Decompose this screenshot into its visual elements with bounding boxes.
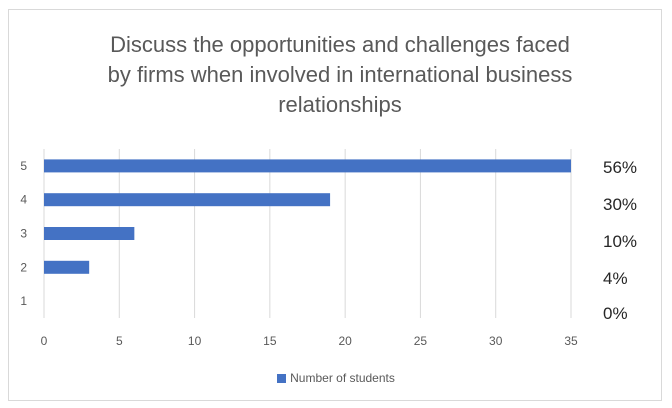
- x-tick-label: 25: [414, 334, 428, 348]
- percent-label: 56%: [603, 158, 638, 177]
- bar: [44, 193, 331, 207]
- chart-title-line: relationships: [278, 92, 402, 117]
- chart-title-line: Discuss the opportunities and challenges…: [110, 32, 570, 57]
- x-tick-label: 20: [338, 334, 352, 348]
- legend-label: Number of students: [290, 371, 395, 385]
- y-tick-label: 3: [20, 227, 27, 241]
- x-tick-label: 15: [263, 334, 277, 348]
- chart-title: Discuss the opportunities and challenges…: [40, 30, 640, 120]
- percent-label: 30%: [603, 195, 638, 214]
- x-tick-label: 35: [564, 334, 578, 348]
- percent-label: 10%: [603, 232, 638, 251]
- bar: [44, 159, 571, 173]
- x-tick-label: 5: [116, 334, 123, 348]
- x-tick-label: 30: [489, 334, 503, 348]
- legend-swatch: [277, 374, 287, 383]
- chart-title-line: by firms when involved in international …: [107, 62, 573, 87]
- y-tick-label: 4: [20, 193, 27, 207]
- chart-legend: Number of students: [0, 371, 672, 385]
- y-tick-label: 5: [20, 159, 27, 173]
- bar: [44, 260, 90, 274]
- x-tick-label: 0: [41, 334, 48, 348]
- percent-label: 0%: [603, 304, 628, 323]
- x-tick-label: 10: [188, 334, 202, 348]
- bar: [44, 227, 135, 240]
- percent-label: 4%: [603, 269, 628, 288]
- y-tick-label: 2: [20, 260, 27, 274]
- y-tick-label: 1: [20, 294, 27, 308]
